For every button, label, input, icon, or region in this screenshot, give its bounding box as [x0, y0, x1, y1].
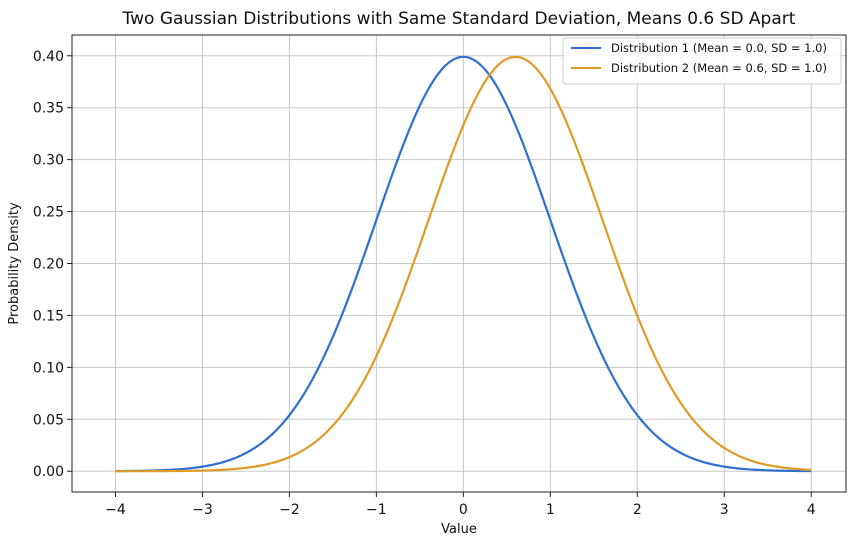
x-tick-label-1: −3 [192, 502, 213, 518]
legend-box [562, 37, 842, 85]
legend-label-distribution-1: Distribution 1 (Mean = 0.0, SD = 1.0) [611, 41, 827, 55]
x-tick-label-4: 0 [459, 502, 468, 518]
x-tick-label-5: 1 [546, 502, 555, 518]
x-tick-label-3: −1 [366, 502, 387, 518]
y-tick-label-4: 0.20 [33, 257, 64, 273]
x-tick-label-8: 4 [807, 502, 816, 518]
chart-title: Two Gaussian Distributions with Same Sta… [122, 9, 796, 29]
x-axis-label: Value [441, 522, 477, 537]
y-tick-label-1: 0.05 [33, 412, 64, 428]
y-tick-label-0: 0.00 [33, 464, 64, 480]
tick-layer: −4 −3 −2 −1 0 1 2 3 4 0.00 0.05 0.10 0.15 0.20 0.25 0.3… [33, 49, 816, 518]
x-tick-label-7: 3 [720, 502, 729, 518]
y-tick-label-3: 0.15 [33, 308, 64, 324]
x-tick-label-2: −2 [279, 502, 300, 518]
legend: Distribution 1 (Mean = 0.0, SD = 1.0) Di… [562, 37, 842, 85]
series-layer [115, 55, 812, 473]
x-tick-label-0: −4 [105, 502, 126, 518]
series-line-distribution-2 [115, 55, 812, 473]
y-axis-label: Probability Density [7, 202, 22, 325]
x-tick-label-6: 2 [633, 502, 642, 518]
grid-layer [72, 35, 846, 492]
legend-label-distribution-2: Distribution 2 (Mean = 0.6, SD = 1.0) [611, 61, 827, 75]
y-tick-label-6: 0.30 [33, 153, 64, 169]
y-tick-label-5: 0.25 [33, 205, 64, 221]
series-line-distribution-1 [115, 55, 812, 473]
y-tick-label-8: 0.40 [33, 49, 64, 65]
y-tick-label-2: 0.10 [33, 360, 64, 376]
y-tick-label-7: 0.35 [33, 101, 64, 117]
